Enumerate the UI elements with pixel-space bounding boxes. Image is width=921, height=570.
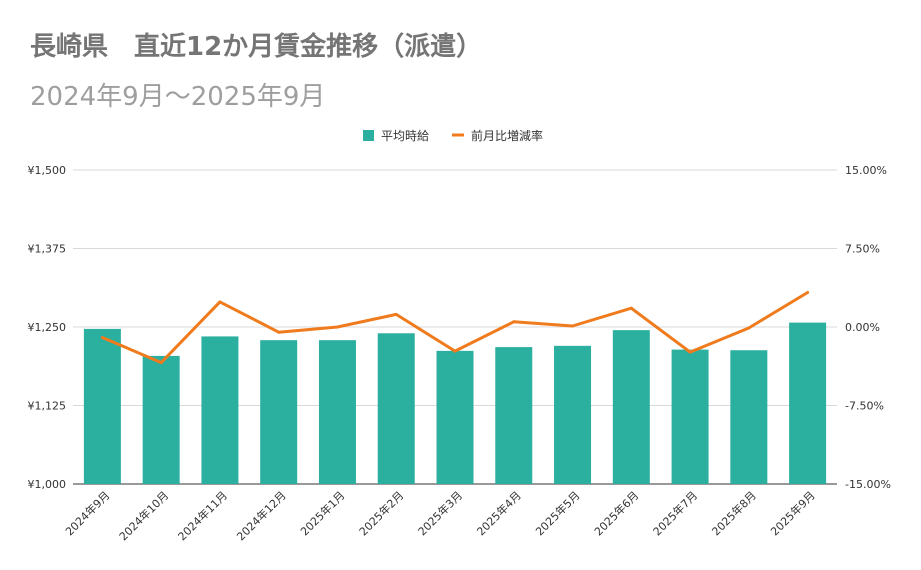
y-right-tick-label: -15.00% bbox=[845, 478, 891, 491]
y-right-tick-label: 15.00% bbox=[845, 164, 887, 177]
line-point bbox=[218, 300, 222, 304]
y-left-tick-label: ¥1,000 bbox=[28, 478, 67, 491]
bar bbox=[436, 350, 474, 484]
bar bbox=[318, 340, 356, 484]
bar bbox=[83, 328, 121, 484]
x-tick-label: 2025年6月 bbox=[591, 488, 641, 538]
line-point bbox=[394, 312, 398, 316]
legend-label-line: 前月比増減率 bbox=[471, 128, 543, 143]
x-tick-label: 2025年7月 bbox=[650, 488, 700, 538]
line-point bbox=[159, 361, 163, 365]
line-point bbox=[571, 324, 575, 328]
chart-subtitle: 2024年9月～2025年9月 bbox=[30, 82, 326, 112]
x-tick-label: 2025年2月 bbox=[356, 488, 406, 538]
x-tick-label: 2024年9月 bbox=[62, 488, 112, 538]
bar bbox=[201, 336, 239, 484]
x-tick-label: 2025年3月 bbox=[415, 488, 465, 538]
x-tick-label: 2025年4月 bbox=[474, 488, 524, 538]
bar bbox=[789, 322, 827, 484]
line-point bbox=[688, 350, 692, 354]
bar bbox=[142, 355, 180, 484]
bar bbox=[554, 345, 592, 484]
line-point bbox=[277, 330, 281, 334]
line-point bbox=[335, 325, 339, 329]
x-tick-label: 2025年9月 bbox=[768, 488, 818, 538]
line-point bbox=[512, 320, 516, 324]
bar bbox=[495, 347, 533, 484]
chart-title: 長崎県 直近12か月賃金推移（派遣） bbox=[30, 32, 483, 62]
y-left-tick-label: ¥1,375 bbox=[28, 243, 67, 256]
y-left-tick-label: ¥1,500 bbox=[28, 164, 67, 177]
y-right-tick-label: -7.50% bbox=[845, 400, 884, 413]
left-axis-labels: ¥1,000 ¥1,125 ¥1,250 ¥1,375 ¥1,500 bbox=[28, 164, 67, 491]
bar bbox=[260, 340, 298, 484]
line-series bbox=[100, 290, 810, 365]
x-tick-label: 2025年8月 bbox=[709, 488, 759, 538]
bar bbox=[612, 330, 650, 484]
x-tick-label: 2025年5月 bbox=[532, 488, 582, 538]
bar bbox=[730, 350, 768, 484]
line-point bbox=[100, 335, 104, 339]
y-left-tick-label: ¥1,125 bbox=[28, 400, 67, 413]
bar bbox=[671, 349, 709, 484]
x-tick-label: 2024年11月 bbox=[175, 488, 230, 543]
line-point bbox=[453, 349, 457, 353]
legend: 平均時給 前月比増減率 bbox=[363, 128, 543, 143]
line-point bbox=[629, 306, 633, 310]
x-axis-labels: 2024年9月 2024年10月 2024年11月 2024年12月 2025年1月 20… bbox=[62, 488, 817, 543]
bar-series bbox=[83, 322, 827, 484]
legend-label-bar: 平均時給 bbox=[381, 129, 429, 143]
line-point bbox=[806, 290, 810, 294]
legend-swatch-bar bbox=[363, 130, 374, 141]
y-right-tick-label: 7.50% bbox=[845, 243, 880, 256]
bar bbox=[377, 333, 415, 484]
y-left-tick-label: ¥1,250 bbox=[28, 321, 67, 334]
line-point bbox=[747, 326, 751, 330]
y-right-tick-label: 0.00% bbox=[845, 321, 880, 334]
x-tick-label: 2024年12月 bbox=[234, 488, 289, 543]
right-axis-labels: -15.00% -7.50% 0.00% 7.50% 15.00% bbox=[845, 164, 891, 491]
x-tick-label: 2025年1月 bbox=[297, 488, 347, 538]
x-tick-label: 2024年10月 bbox=[116, 488, 171, 543]
